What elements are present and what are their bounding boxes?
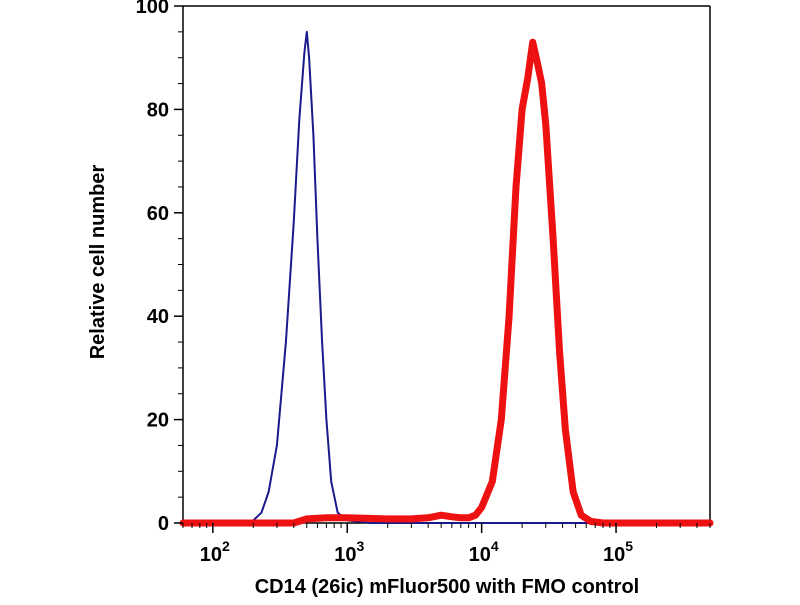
x-tick-base: 10: [200, 544, 222, 566]
y-tick-label: 80: [147, 99, 169, 121]
y-tick-label: 100: [136, 0, 169, 18]
x-tick-label: 104: [469, 538, 499, 566]
x-tick-base: 10: [469, 544, 491, 566]
x-axis-ticks: 102 103 104 105: [182, 523, 711, 566]
x-tick-base: 10: [603, 544, 625, 566]
series-line-1: [182, 30, 711, 524]
y-tick-label: 60: [147, 203, 169, 225]
series-layer: [179, 30, 714, 527]
x-tick-exponent: 5: [625, 538, 633, 554]
y-tick-label: 40: [147, 306, 169, 328]
x-tick-label: 103: [334, 538, 364, 566]
x-axis-title: CD14 (26ic) mFluor500 with FMO control: [255, 576, 640, 598]
axes: [182, 5, 711, 524]
x-tick-exponent: 4: [491, 538, 499, 554]
x-tick-label: 102: [200, 538, 230, 566]
x-tick-label: 105: [603, 538, 633, 566]
series-line-2: [179, 38, 714, 527]
y-tick-label: 0: [158, 513, 169, 535]
y-axis-title: Relative cell number: [87, 165, 109, 360]
x-tick-exponent: 2: [222, 538, 230, 554]
x-tick-base: 10: [334, 544, 356, 566]
y-axis-ticks: 0 20 40 60 80 100: [136, 0, 183, 535]
y-tick-label: 20: [147, 410, 169, 432]
x-tick-exponent: 3: [356, 538, 364, 554]
